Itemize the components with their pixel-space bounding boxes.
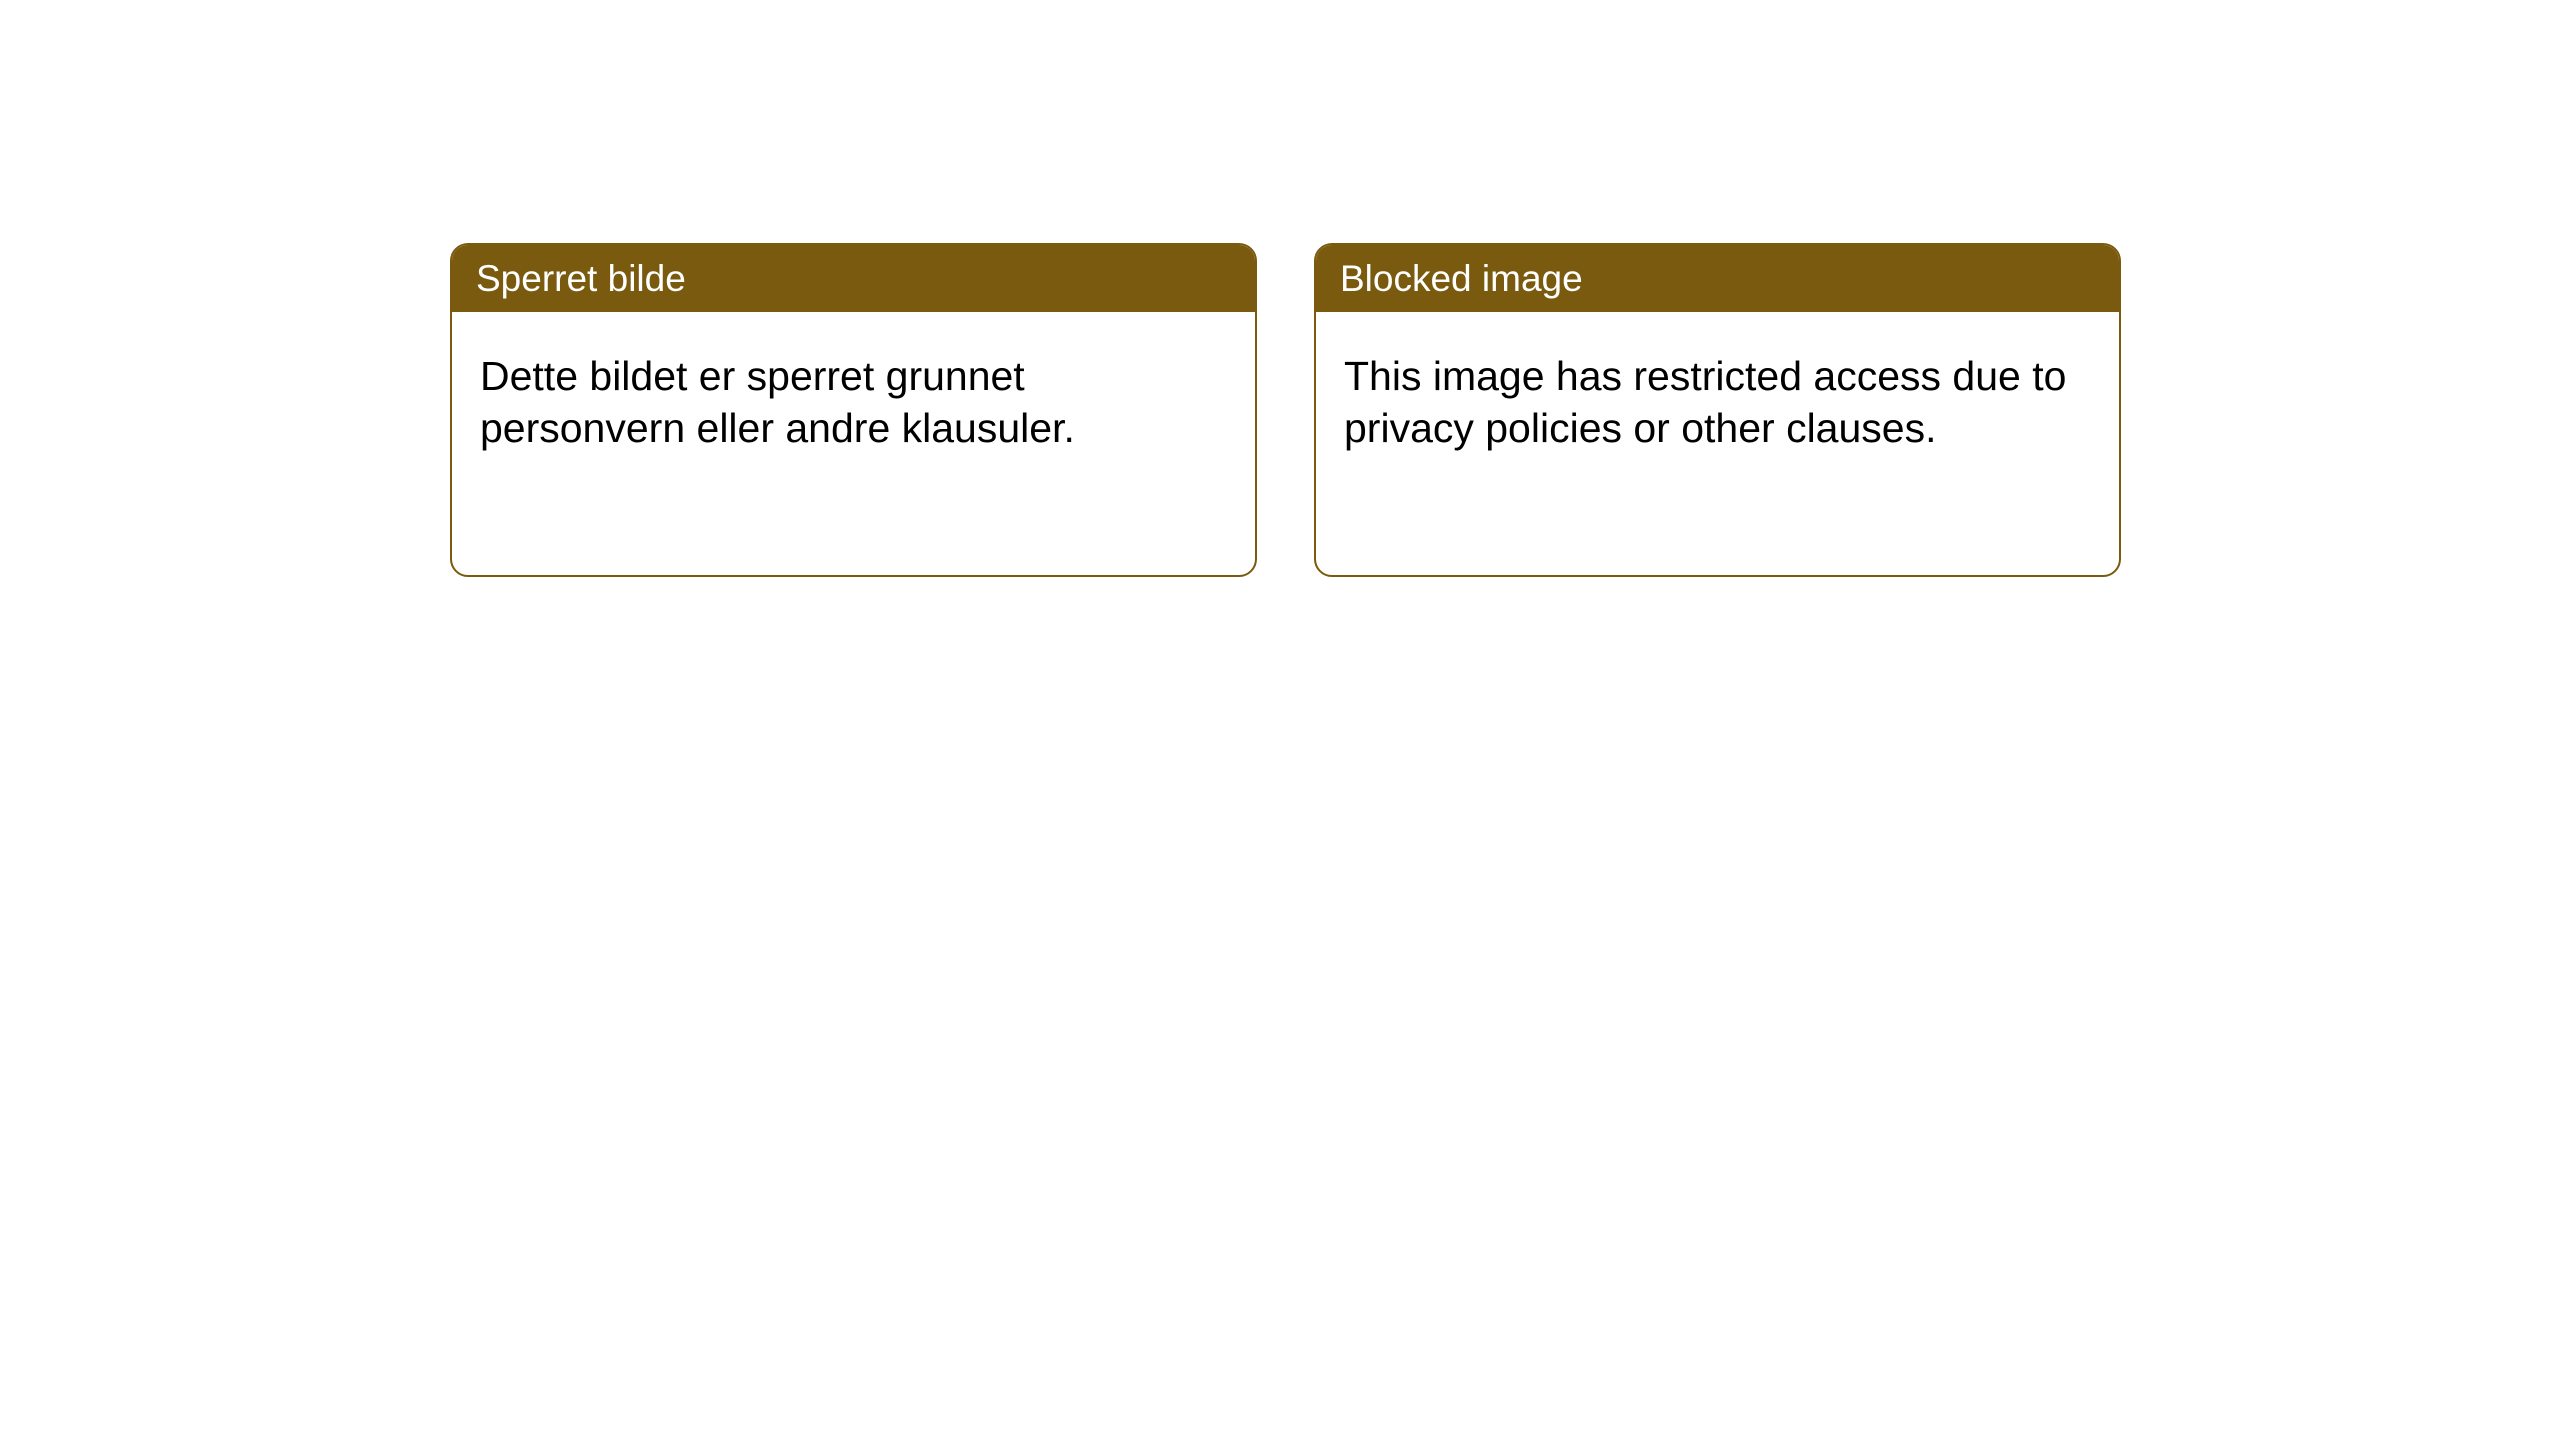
notice-card-body: This image has restricted access due to … (1316, 312, 2119, 482)
notice-card-body: Dette bildet er sperret grunnet personve… (452, 312, 1255, 482)
notice-card-norwegian: Sperret bilde Dette bildet er sperret gr… (450, 243, 1257, 577)
notice-cards-container: Sperret bilde Dette bildet er sperret gr… (450, 243, 2560, 577)
notice-card-english: Blocked image This image has restricted … (1314, 243, 2121, 577)
notice-card-header: Blocked image (1316, 245, 2119, 312)
notice-card-header: Sperret bilde (452, 245, 1255, 312)
